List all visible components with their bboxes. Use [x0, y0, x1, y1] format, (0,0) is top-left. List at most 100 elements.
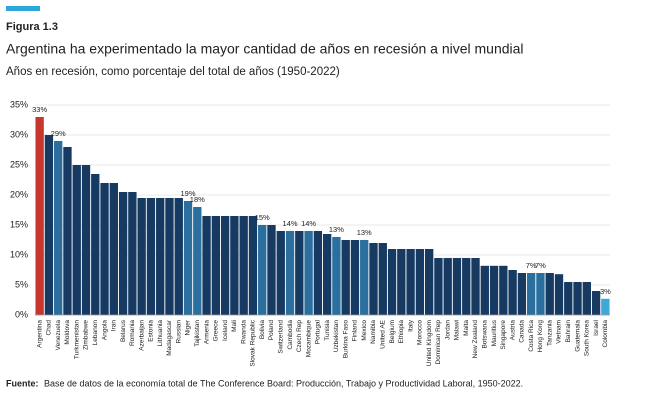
bar	[156, 198, 165, 315]
x-tick-label: Burkina Faso	[342, 320, 349, 359]
x-tick-label: Lithuania	[157, 320, 164, 347]
y-tick-label: 5%	[15, 279, 28, 289]
x-tick-label: Rwanda	[240, 320, 247, 344]
bar	[220, 216, 230, 315]
x-tick-label: Israel	[593, 319, 600, 335]
bar	[322, 234, 332, 315]
header-accent	[6, 6, 40, 11]
x-tick-label: Singapore	[500, 320, 507, 350]
x-tick-label: Poland	[268, 320, 275, 341]
x-tick-label: Costa Rica	[528, 320, 535, 352]
x-tick-label: Argentina	[36, 320, 43, 348]
y-tick-label: 35%	[10, 99, 28, 109]
x-tick-label: New Zealand	[472, 320, 479, 359]
bar	[44, 135, 54, 315]
x-tick-label: Iran	[111, 320, 118, 332]
bar	[471, 258, 480, 315]
bar	[424, 249, 434, 315]
chart-subtitle: Años en recesión, como porcentaje del to…	[6, 66, 340, 78]
value-label: 7%	[535, 261, 546, 270]
bar	[72, 165, 81, 315]
bar	[211, 216, 221, 315]
x-tick-label: Romania	[129, 320, 136, 346]
bar	[369, 243, 378, 315]
bar	[267, 225, 276, 315]
bar	[406, 249, 415, 315]
bar	[239, 216, 248, 315]
bar	[517, 273, 527, 315]
x-tick-label: Armenia	[203, 320, 210, 345]
bar	[591, 291, 601, 315]
x-tick-label: Madagascar	[166, 319, 173, 356]
x-tick-label: Jordan	[444, 320, 451, 340]
value-label: 3%	[600, 287, 611, 296]
bar	[137, 198, 146, 315]
bar	[601, 298, 610, 315]
x-tick-label: Lebanon	[92, 320, 99, 346]
bar	[165, 198, 174, 315]
value-label: 29%	[51, 129, 66, 138]
value-label: 15%	[255, 213, 270, 222]
y-tick-label: 20%	[10, 189, 28, 199]
x-tick-label: Uzbekistan	[333, 320, 340, 353]
x-tick-label: Cambodia	[287, 320, 294, 350]
bar	[202, 216, 211, 315]
bar	[462, 258, 471, 315]
x-tick-label: Mozambique	[305, 320, 312, 358]
x-tick-label: Belgium	[389, 320, 396, 343]
x-tick-label: Azerbaijan	[138, 320, 145, 351]
y-tick-label: 30%	[10, 129, 28, 139]
x-tick-label: Botswana	[482, 320, 489, 349]
bar	[332, 237, 341, 315]
x-tick-label: Guatemala	[574, 320, 581, 352]
x-tick-label: Russian	[175, 320, 182, 344]
bar	[443, 258, 452, 315]
bar	[489, 265, 499, 315]
x-tick-label: Greece	[213, 320, 220, 342]
x-tick-label: Czech Rep	[296, 320, 303, 353]
x-tick-label: Portugal	[315, 319, 322, 344]
value-label: 18%	[190, 195, 205, 204]
bar	[174, 198, 183, 315]
bar	[248, 216, 258, 315]
bar	[582, 282, 591, 315]
x-tick-label: Canada	[519, 320, 526, 343]
bar	[304, 231, 313, 315]
x-tick-label: Hong Kong	[537, 320, 544, 353]
x-tick-label: Belarus	[120, 319, 127, 342]
value-label: 7%	[526, 261, 537, 270]
bar	[452, 258, 462, 315]
x-tick-label: Dominican Rep	[435, 320, 442, 365]
x-tick-label: Vietnam	[556, 320, 563, 344]
bar	[230, 216, 239, 315]
x-tick-label: Slovak Republic	[250, 319, 257, 366]
x-tick-label: Niger	[185, 319, 192, 335]
bar	[360, 240, 369, 315]
y-tick-label: 25%	[10, 159, 28, 169]
x-tick-label: Chad	[46, 320, 53, 336]
chart-title: Argentina ha experimentado la mayor cant…	[6, 41, 524, 57]
x-tick-label: Bolivia	[259, 320, 266, 340]
x-tick-label: Malawi	[454, 320, 461, 340]
bar	[545, 273, 554, 315]
x-tick-label: Zimbabwe	[83, 320, 90, 350]
x-tick-label: South Korea	[584, 320, 591, 357]
value-label: 14%	[301, 219, 316, 228]
x-tick-label: United Kingdom	[426, 320, 433, 366]
source-text: Base de datos de la economía total de Th…	[44, 378, 523, 388]
bar	[63, 147, 72, 315]
bar	[35, 117, 44, 315]
bar	[526, 273, 536, 315]
bar	[573, 282, 582, 315]
bar	[295, 231, 304, 315]
y-tick-label: 0%	[15, 309, 28, 319]
x-tick-label: Estonia	[148, 320, 155, 342]
x-tick-label: Ethiopia	[398, 320, 405, 344]
bar	[564, 282, 573, 315]
bar	[128, 192, 137, 315]
x-tick-label: Colombia	[602, 320, 609, 348]
x-tick-label: Tajikistan	[194, 320, 201, 347]
bar	[81, 165, 91, 315]
x-tick-label: United AE	[380, 319, 387, 349]
